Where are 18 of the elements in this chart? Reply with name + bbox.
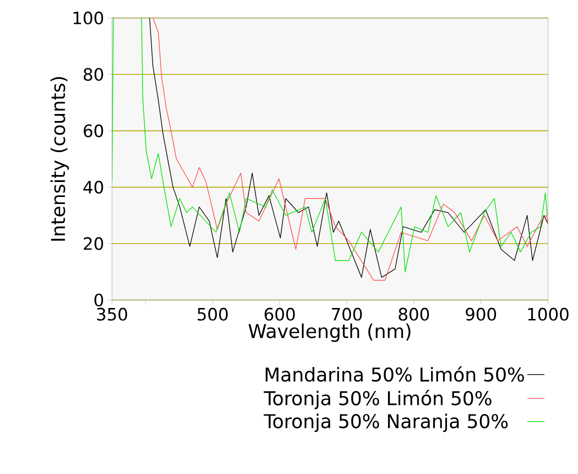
legend-label: Toronja 50% Limón 50% <box>264 390 492 410</box>
x-tick-label: 600 <box>264 308 295 321</box>
y-tick-label: 20 <box>84 237 104 250</box>
x-tick-label: 350 <box>97 308 128 321</box>
y-tick-label: 60 <box>84 124 104 138</box>
y-tick-label: 80 <box>84 68 104 81</box>
x-tick-label: 500 <box>198 308 228 321</box>
x-axis-title: Wavelength (nm) <box>248 324 410 342</box>
legend-label: Toronja 50% Naranja 50% <box>264 414 508 432</box>
y-axis-title: Intensity (counts) <box>50 77 69 241</box>
legend-label: Mandarina 50% Limón 50% <box>266 366 524 382</box>
x-tick-label: 1000 <box>528 308 568 321</box>
y-tick-label: 100 <box>74 12 104 24</box>
x-tick-label: 700 <box>332 308 362 321</box>
y-tick-label: 40 <box>83 180 104 194</box>
x-tick-label: 800 <box>398 308 429 321</box>
x-tick-label: 900 <box>466 308 496 321</box>
y-tick-label: 0 <box>94 294 104 306</box>
